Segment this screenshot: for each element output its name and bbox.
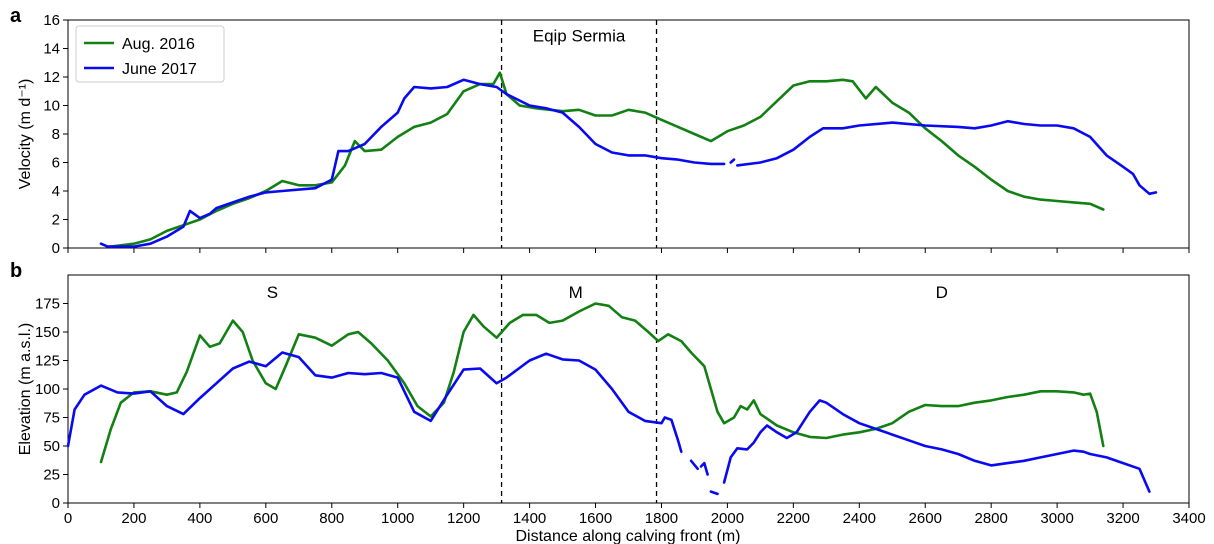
panel-b-series-june-2017 <box>722 399 1151 493</box>
panel-b-x-tick-label: 800 <box>319 510 344 527</box>
panel-b-annotation: D <box>936 283 948 302</box>
panel-b-x-tick-label: 1800 <box>645 510 678 527</box>
panel-b-x-tick-label: 2600 <box>909 510 942 527</box>
panel-b-y-tick-label: 100 <box>35 381 60 398</box>
panel-b-x-tick-label: 0 <box>64 510 72 527</box>
panel-b-x-tick-label: 400 <box>187 510 212 527</box>
panel-b-series-june-2017 <box>66 351 683 453</box>
panel-b-y-axis-label: Elevation (m a.s.l.) <box>17 323 34 455</box>
panel-b-y-tick-label: 75 <box>43 410 60 427</box>
panel-b-x-tick-label: 1600 <box>579 510 612 527</box>
panel-b-x-tick-label: 1200 <box>447 510 480 527</box>
panel-a-y-tick-label: 2 <box>52 212 60 229</box>
panel-a-y-tick-label: 4 <box>52 183 60 200</box>
panel-a-y-tick-label: 6 <box>52 155 60 172</box>
panel-a-annotation: Eqip Sermia <box>533 27 626 46</box>
panel-b-x-tick-label: 1000 <box>381 510 414 527</box>
panel-a-frame <box>67 19 1190 249</box>
panel-a-series-aug-2016 <box>109 71 1105 248</box>
panel-b-annotation: M <box>569 283 583 302</box>
panel-b-series-june-2017 <box>709 490 719 496</box>
panel-a-legend-entry: Aug. 2016 <box>122 36 195 53</box>
panel-b-y-tick-label: 125 <box>35 353 60 370</box>
panel-a-label: a <box>10 5 22 27</box>
panel-b-annotation: S <box>267 283 278 302</box>
elevation-panel: 0 200 400 600 800 1000 1200 1400 1600 1800 2000 220… <box>10 260 1206 527</box>
panel-a-series-june-2017 <box>736 119 1158 196</box>
panel-b-series-june-2017 <box>699 461 709 476</box>
panel-b-x-tick-label: 2400 <box>843 510 876 527</box>
panel-b-y-tick-label: 25 <box>43 467 60 484</box>
x-axis-label: Distance along calving front (m) <box>516 528 741 544</box>
panel-b-x-tick-label: 2200 <box>777 510 810 527</box>
panel-b-x-tick-label: 2800 <box>974 510 1007 527</box>
panel-a-y-axis-label: Velocity (m d⁻¹) <box>17 79 34 190</box>
panel-b-x-tick-label: 200 <box>121 510 146 527</box>
panel-b-x-tick-label: 3200 <box>1106 510 1139 527</box>
panel-b-x-tick-label: 3400 <box>1172 510 1205 527</box>
panel-b-y-tick-label: 0 <box>52 495 60 512</box>
panel-a-y-tick-label: 8 <box>52 126 60 143</box>
panel-b-y-tick-label: 175 <box>35 296 60 313</box>
panel-a-y-tick-label: 12 <box>43 69 60 86</box>
velocity-panel: 0 2 4 6 8 10 12 14 16 Velocity (m d⁻¹) a Eqip Sermi… <box>10 5 1190 257</box>
panel-a-y-tick-label: 14 <box>43 41 60 58</box>
panel-a-y-tick-label: 0 <box>52 240 60 257</box>
panel-b-y-tick-label: 50 <box>43 438 60 455</box>
panel-b-x-tick-label: 2000 <box>711 510 744 527</box>
panel-a-y-tick-label: 16 <box>43 12 60 29</box>
panel-b-frame <box>67 274 1190 504</box>
panel-a-legend-entry: June 2017 <box>122 61 197 78</box>
panel-a-series-june-2017 <box>99 78 726 248</box>
panel-b-label: b <box>10 260 22 282</box>
panel-a-series-june-2017 <box>729 158 736 164</box>
panel-b-series-aug-2016 <box>99 302 1105 464</box>
panel-b-series-june-2017 <box>689 459 699 471</box>
panel-b-x-tick-label: 600 <box>253 510 278 527</box>
panel-b-x-tick-label: 3000 <box>1040 510 1073 527</box>
panel-a-y-tick-label: 10 <box>43 98 60 115</box>
panel-b-y-tick-label: 150 <box>35 324 60 341</box>
panel-b-x-tick-label: 1400 <box>513 510 546 527</box>
